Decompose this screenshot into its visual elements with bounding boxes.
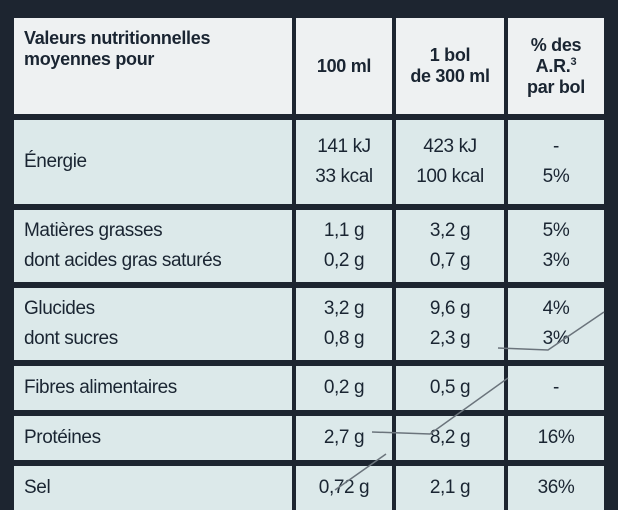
header-bol-line1: 1 bol [429,45,471,65]
value-ar-sub: 3% [542,250,570,271]
value-ar: 5% 3% [508,210,604,288]
value-100ml: 3,2 g 0,8 g [296,288,396,366]
value-100ml-main: 3,2 g [323,298,365,319]
header-100ml: 100 ml [296,18,396,120]
header-bol: 1 bol de 300 ml [396,18,508,120]
table-row-proteines: Protéines 2,7 g 8,2 g 16% [14,416,604,466]
value-bol-main: 3,2 g [429,220,471,241]
header-bol-line2: de 300 ml [410,66,490,86]
row-label: Glucides dont sucres [14,288,296,366]
value-bol-kcal: 100 kcal [416,166,484,187]
value-100ml-main: 1,1 g [323,220,365,241]
value-bol: 423 kJ 100 kcal [396,120,508,210]
value-100ml-kcal: 33 kcal [315,166,373,187]
table-row-energie: Énergie 141 kJ 33 kcal 423 kJ 100 kcal -… [14,120,604,210]
value-100ml: 141 kJ 33 kcal [296,120,396,210]
value-ar: 4% 3% [508,288,604,366]
header-ar-line3: par bol [527,76,585,97]
row-label: Énergie [14,120,296,210]
header-label: Valeurs nutritionnelles moyennes pour [14,18,296,120]
value-bol-sub: 2,3 g [429,328,471,349]
value-100ml: 0,2 g [296,366,396,416]
value-100ml: 2,7 g [296,416,396,466]
value-bol: 3,2 g 0,7 g [396,210,508,288]
value-bol-sub: 0,7 g [429,250,471,271]
value-bol-main: 9,6 g [429,298,471,319]
value-bol: 9,6 g 2,3 g [396,288,508,366]
value-100ml: 0,72 g [296,466,396,510]
row-label-main: Glucides [24,298,95,319]
table-header-row: Valeurs nutritionnelles moyennes pour 10… [14,18,604,120]
row-label-main: Matières grasses [24,220,163,241]
row-label: Sel [14,466,296,510]
value-100ml-sub: 0,8 g [323,328,365,349]
value-ar-kj: - [553,136,559,157]
value-ar-sub: 3% [542,328,570,349]
row-label-sub: dont sucres [24,328,118,349]
value-ar: 16% [508,416,604,466]
value-bol: 0,5 g [396,366,508,416]
nutrition-table: Valeurs nutritionnelles moyennes pour 10… [14,18,604,510]
value-100ml-kj: 141 kJ [317,136,371,157]
header-ar-footnote: 3 [570,55,577,68]
value-100ml-sub: 0,2 g [323,250,365,271]
value-ar: 36% [508,466,604,510]
value-bol: 2,1 g [396,466,508,510]
value-100ml: 1,1 g 0,2 g [296,210,396,288]
value-ar-main: 5% [542,220,570,241]
table-row-fibres: Fibres alimentaires 0,2 g 0,5 g - [14,366,604,416]
header-ar: % des A.R.3 par bol [508,18,604,120]
value-ar-kcal: 5% [542,166,570,187]
row-label: Matières grasses dont acides gras saturé… [14,210,296,288]
table-row-sel: Sel 0,72 g 2,1 g 36% [14,466,604,510]
value-ar-main: 4% [542,298,570,319]
table-row-matieres-grasses: Matières grasses dont acides gras saturé… [14,210,604,288]
value-ar: - [508,366,604,416]
value-ar: - 5% [508,120,604,210]
value-bol-kj: 423 kJ [423,136,477,157]
header-ar-line2: A.R. [535,55,571,76]
table-row-glucides: Glucides dont sucres 3,2 g 0,8 g 9,6 g 2… [14,288,604,366]
nutrition-panel: Valeurs nutritionnelles moyennes pour 10… [6,8,613,510]
header-ar-line1: % des [530,34,582,55]
row-label-sub: dont acides gras saturés [24,250,222,271]
row-label: Fibres alimentaires [14,366,296,416]
value-bol: 8,2 g [396,416,508,466]
row-label: Protéines [14,416,296,466]
